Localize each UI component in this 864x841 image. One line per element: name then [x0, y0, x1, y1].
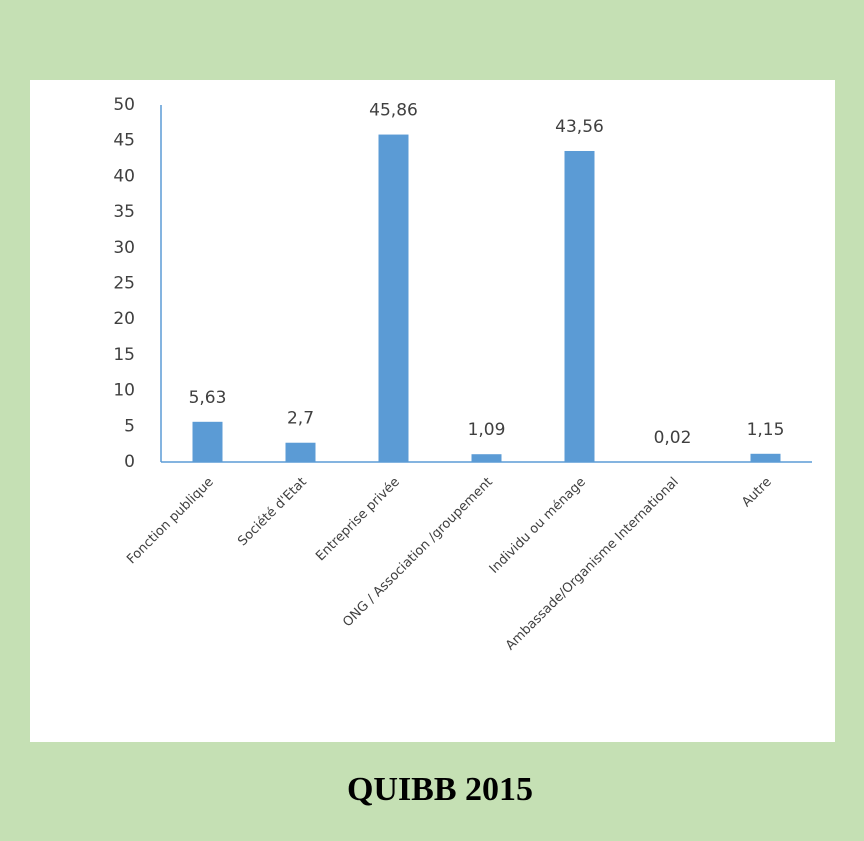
bar [193, 422, 223, 462]
data-label: 0,02 [654, 428, 692, 448]
y-tick-label: 10 [113, 381, 135, 401]
y-tick-label: 0 [124, 452, 135, 472]
data-label: 2,7 [287, 409, 314, 429]
y-tick-label: 30 [113, 238, 135, 258]
bar [751, 454, 781, 462]
y-tick-label: 50 [113, 95, 135, 115]
y-tick-label: 5 [124, 416, 135, 436]
caption: QUIBB 2015 [347, 771, 533, 808]
y-tick-label: 40 [113, 166, 135, 186]
data-label: 43,56 [555, 117, 604, 137]
y-tick-label: 15 [113, 345, 135, 365]
bar [286, 443, 316, 462]
y-tick-label: 45 [113, 131, 135, 151]
data-label: 5,63 [189, 388, 227, 408]
data-label: 45,86 [369, 101, 418, 121]
y-tick-label: 35 [113, 202, 135, 222]
data-label: 1,15 [747, 420, 785, 440]
data-label: 1,09 [468, 420, 506, 440]
y-tick-label: 25 [113, 274, 135, 294]
y-tick-label: 20 [113, 309, 135, 329]
bar [472, 454, 502, 462]
bar [565, 151, 595, 462]
plot-panel [30, 80, 835, 742]
bar [379, 135, 409, 462]
